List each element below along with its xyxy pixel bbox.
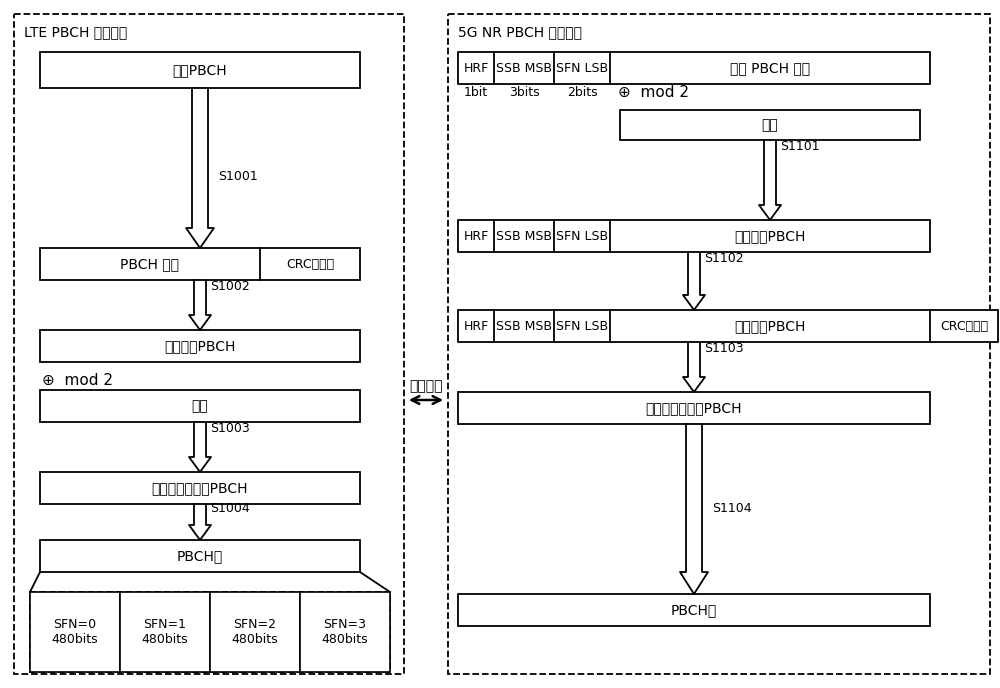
Text: ⊕  mod 2: ⊕ mod 2 xyxy=(618,85,689,100)
Polygon shape xyxy=(680,424,708,594)
Text: S1102: S1102 xyxy=(704,252,744,264)
Text: 5G NR PBCH 编码过程: 5G NR PBCH 编码过程 xyxy=(458,25,582,39)
Bar xyxy=(40,540,360,572)
Text: SFN LSB: SFN LSB xyxy=(556,61,608,74)
Bar xyxy=(30,592,390,672)
Text: SFN=3
480bits: SFN=3 480bits xyxy=(322,618,368,646)
Bar xyxy=(210,592,300,672)
Bar xyxy=(448,14,990,674)
Text: 加扰且编码后的PBCH: 加扰且编码后的PBCH xyxy=(152,481,248,495)
Bar xyxy=(14,14,404,674)
Polygon shape xyxy=(683,342,705,392)
Bar xyxy=(458,594,930,626)
Text: SFN=0
480bits: SFN=0 480bits xyxy=(52,618,98,646)
Polygon shape xyxy=(759,140,781,220)
Text: 3bits: 3bits xyxy=(509,85,539,98)
Bar xyxy=(458,220,930,252)
Polygon shape xyxy=(186,88,214,248)
Text: 过程对应: 过程对应 xyxy=(409,379,443,393)
Polygon shape xyxy=(189,280,211,330)
Bar xyxy=(300,592,390,672)
Bar xyxy=(40,390,360,422)
Text: S1004: S1004 xyxy=(210,502,250,515)
Text: 加扰后的PBCH: 加扰后的PBCH xyxy=(734,229,806,243)
Text: HRF: HRF xyxy=(463,319,489,332)
Text: 1bit: 1bit xyxy=(464,85,488,98)
Polygon shape xyxy=(189,422,211,472)
Text: SFN LSB: SFN LSB xyxy=(556,319,608,332)
Polygon shape xyxy=(683,252,705,310)
Text: SSB MSB: SSB MSB xyxy=(496,230,552,242)
Bar xyxy=(620,110,920,140)
Text: 2bits: 2bits xyxy=(567,85,597,98)
Text: S1003: S1003 xyxy=(210,422,250,435)
Text: SFN=1
480bits: SFN=1 480bits xyxy=(142,618,188,646)
Text: SFN LSB: SFN LSB xyxy=(556,230,608,242)
Bar xyxy=(40,248,360,280)
Text: CRC校验码: CRC校验码 xyxy=(286,257,334,270)
Text: S1002: S1002 xyxy=(210,279,250,292)
Text: 原始PBCH: 原始PBCH xyxy=(173,63,227,77)
Text: HRF: HRF xyxy=(463,61,489,74)
Text: S1101: S1101 xyxy=(780,140,820,153)
Text: SSB MSB: SSB MSB xyxy=(496,319,552,332)
Text: S1104: S1104 xyxy=(712,502,752,515)
Text: S1103: S1103 xyxy=(704,341,744,354)
Text: 加扰后的PBCH: 加扰后的PBCH xyxy=(734,319,806,333)
Bar xyxy=(120,592,210,672)
Bar xyxy=(40,330,360,362)
Bar xyxy=(458,52,930,84)
Text: 加扰且编码后的PBCH: 加扰且编码后的PBCH xyxy=(646,401,742,415)
Text: HRF: HRF xyxy=(463,230,489,242)
Bar xyxy=(40,472,360,504)
Text: PBCH 内容: PBCH 内容 xyxy=(120,257,180,271)
Text: PBCH包: PBCH包 xyxy=(671,603,717,617)
Text: 扰码: 扰码 xyxy=(762,118,778,132)
Text: S1001: S1001 xyxy=(218,169,258,182)
Text: 编码后的PBCH: 编码后的PBCH xyxy=(164,339,236,353)
Text: SSB MSB: SSB MSB xyxy=(496,61,552,74)
Text: LTE PBCH 编码过程: LTE PBCH 编码过程 xyxy=(24,25,127,39)
Text: 扰码: 扰码 xyxy=(192,399,208,413)
Bar xyxy=(30,592,120,672)
Bar xyxy=(458,310,998,342)
Text: PBCH包: PBCH包 xyxy=(177,549,223,563)
Bar xyxy=(458,392,930,424)
Text: ⊕  mod 2: ⊕ mod 2 xyxy=(42,372,113,387)
Bar xyxy=(40,52,360,88)
Text: CRC校验码: CRC校验码 xyxy=(940,319,988,332)
Text: 剩余 PBCH 内容: 剩余 PBCH 内容 xyxy=(730,61,810,75)
Polygon shape xyxy=(189,504,211,540)
Text: SFN=2
480bits: SFN=2 480bits xyxy=(232,618,278,646)
